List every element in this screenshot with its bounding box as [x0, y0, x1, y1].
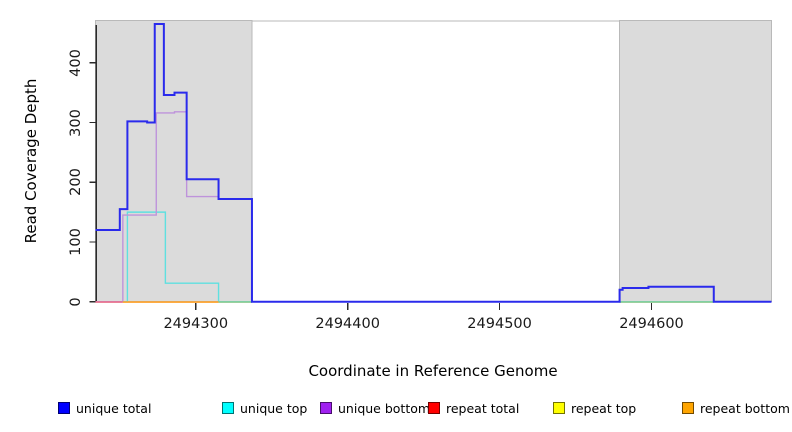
- legend-label: repeat top: [571, 400, 637, 416]
- series-unique-top: [95, 211, 772, 303]
- legend-swatch-icon: [320, 402, 332, 414]
- legend-item-unique-bottom: unique bottom: [320, 400, 430, 416]
- legend-label: unique total: [76, 400, 152, 416]
- y-tick-label: 0: [68, 297, 84, 307]
- left-gray-block: [95, 19, 253, 303]
- legend-item-repeat-total: repeat total: [428, 400, 519, 416]
- y-tick-label: 200: [68, 168, 84, 197]
- y-axis-title: Read Coverage Depth: [22, 78, 40, 244]
- legend-swatch-icon: [222, 402, 234, 414]
- x-tick-label: 2494500: [467, 316, 532, 332]
- legend-item-repeat-top: repeat top: [553, 400, 636, 416]
- x-tick-label: 2494600: [619, 316, 684, 332]
- legend-swatch-icon: [58, 402, 70, 414]
- legend-swatch-icon: [428, 402, 440, 414]
- legend-item-repeat-bottom: repeat bottom: [682, 400, 790, 416]
- x-tick-label: 2494300: [163, 316, 229, 332]
- legend-label: unique top: [240, 400, 308, 416]
- legend-item-unique-total: unique total: [58, 400, 151, 416]
- y-tick-label: 300: [68, 108, 84, 137]
- legend-label: repeat total: [446, 400, 520, 416]
- series-unique-total: [95, 22, 772, 303]
- y-tick-label: 400: [68, 48, 84, 77]
- y-tick-label: 100: [68, 228, 84, 256]
- x-axis-title: Coordinate in Reference Genome: [308, 362, 558, 380]
- x-tick-label: 2494400: [315, 316, 380, 332]
- legend-item-unique-top: unique top: [222, 400, 307, 416]
- right-gray-block: [619, 19, 773, 303]
- legend-swatch-icon: [682, 402, 694, 414]
- legend-label: unique bottom: [338, 400, 431, 416]
- legend-swatch-icon: [553, 402, 565, 414]
- legend-label: repeat bottom: [700, 400, 790, 416]
